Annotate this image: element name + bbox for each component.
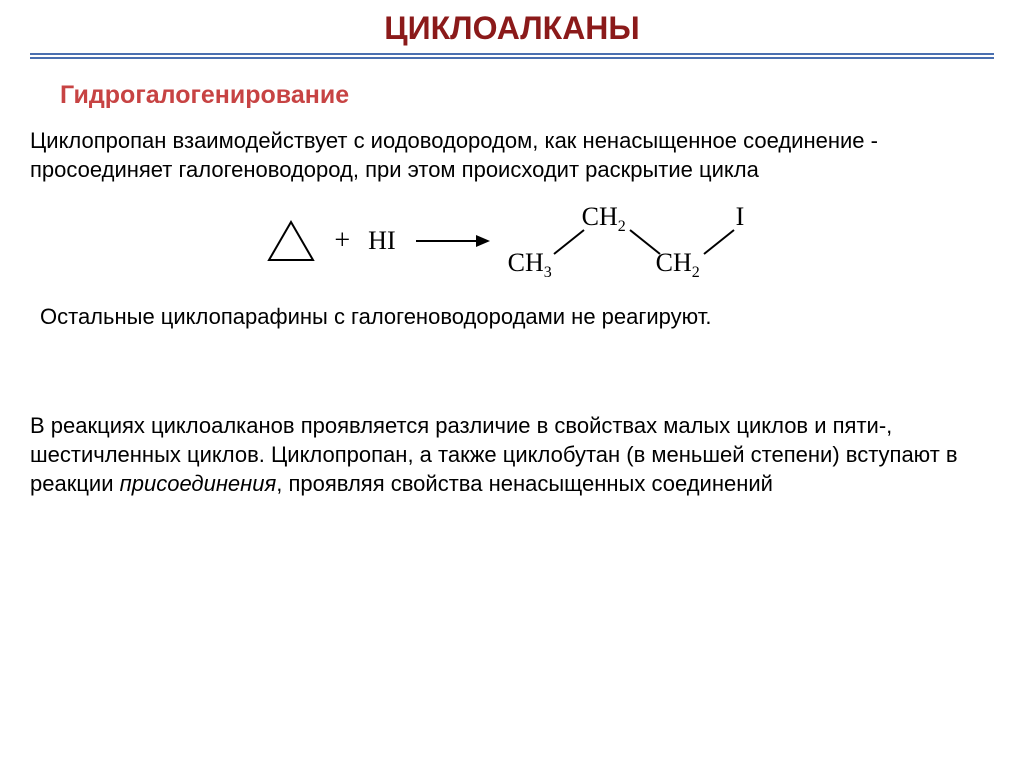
product-ch2-mid: CH2 [582, 202, 626, 236]
title-rule-inner [30, 55, 994, 57]
plus-sign: + [334, 225, 350, 257]
para3-part-b: , проявляя свойства ненасыщенных соедине… [276, 471, 773, 496]
product-ch2-right: CH2 [656, 248, 700, 282]
reaction-scheme: + HI CH3 CH2 CH2 I [30, 202, 994, 280]
bond-3-icon [702, 228, 736, 256]
product-ch3: CH3 [508, 248, 552, 282]
reagent-hi: HI [368, 226, 395, 256]
para3-italic: присоединения [120, 471, 277, 496]
title-rule [30, 53, 994, 59]
spacer [30, 349, 994, 411]
page-title: ЦИКЛОАЛКАНЫ [30, 10, 994, 47]
paragraph-conclusion: В реакциях циклоалканов проявляется разл… [30, 411, 994, 498]
subtitle-text: Гидрогалогенирование [60, 81, 349, 109]
subtitle: Гидрогалогенирование [60, 81, 994, 110]
title-text: ЦИКЛОАЛКАНЫ [384, 10, 639, 46]
product-iodine: I [736, 202, 745, 232]
cyclopropane-triangle-icon [266, 219, 316, 263]
reaction-arrow-icon [414, 232, 490, 250]
paragraph-note: Остальные циклопарафины с галогеноводоро… [40, 302, 994, 331]
bond-1-icon [552, 228, 586, 256]
reaction-product: CH3 CH2 CH2 I [508, 202, 758, 280]
paragraph-intro: Циклопропан взаимодействует с иодоводоро… [30, 126, 994, 184]
